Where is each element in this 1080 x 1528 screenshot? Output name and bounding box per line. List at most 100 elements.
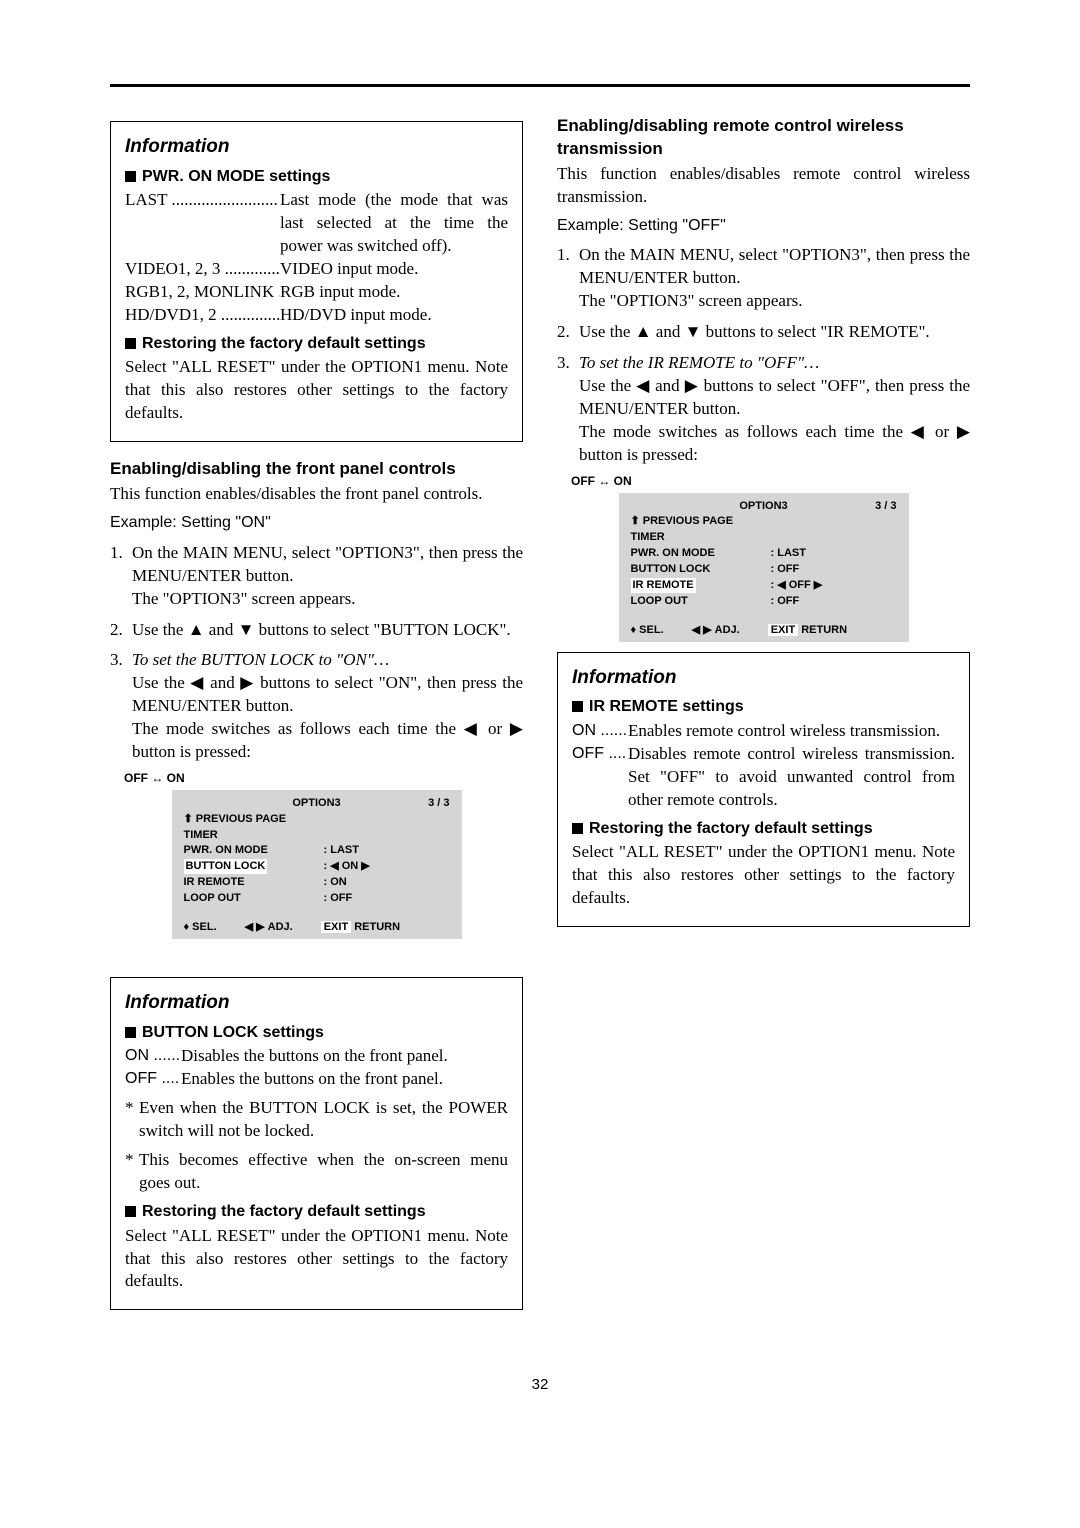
osd-prev: ⬆ PREVIOUS PAGE — [184, 811, 450, 827]
restore-body: Select "ALL RESET" under the OPTION1 men… — [572, 841, 955, 910]
step-body: Use the ▲ and ▼ buttons to select "IR RE… — [579, 321, 970, 344]
step: To set the BUTTON LOCK to "ON"… Use the … — [110, 649, 523, 764]
off-def: Disables remote control wireless transmi… — [628, 743, 955, 812]
osd-screen-button-lock: OPTION3 3 / 3 ⬆ PREVIOUS PAGE TIMER PWR.… — [172, 790, 462, 939]
step-italic: To set the IR REMOTE to "OFF"… — [579, 353, 819, 372]
step: On the MAIN MENU, select "OPTION3", then… — [557, 244, 970, 313]
left-column: Information PWR. ON MODE settings LAST .… — [110, 115, 523, 1310]
off-def: Enables the buttons on the front panel. — [181, 1068, 508, 1091]
info-title: Information — [572, 665, 955, 691]
info-title: Information — [125, 990, 508, 1016]
osd-row: TIMER — [184, 827, 450, 843]
page-top-rule — [110, 84, 970, 87]
step: Use the ▲ and ▼ buttons to select "BUTTO… — [110, 619, 523, 642]
updown-icon: ♦ — [631, 624, 640, 636]
exit-icon: EXIT — [768, 624, 798, 636]
osd-title: OPTION3 3 / 3 — [184, 796, 450, 811]
osd-row: PWR. ON MODE: LAST — [184, 843, 450, 859]
step-body: On the MAIN MENU, select "OPTION3", then… — [579, 244, 970, 313]
restore-body: Select "ALL RESET" under the OPTION1 men… — [125, 356, 508, 425]
osd-sel-hint: ♦ SEL. — [184, 920, 217, 935]
step-body: On the MAIN MENU, select "OPTION3", then… — [132, 542, 523, 611]
osd-page: 3 / 3 — [428, 796, 449, 811]
example-label: Example: Setting "ON" — [110, 512, 523, 534]
toggle-note: OFF ↔ ON — [571, 473, 970, 489]
asterisk-icon: * — [125, 1149, 139, 1195]
updown-icon: ♦ — [184, 921, 193, 933]
osd-row: IR REMOTE: ON — [184, 875, 450, 891]
osd-row: TIMER — [631, 530, 897, 546]
pwr-def: VIDEO input mode. — [280, 258, 508, 281]
off-row: OFF .... Disables remote control wireles… — [572, 743, 955, 812]
osd-selected: BUTTON LOCK — [184, 859, 268, 874]
step-line: Use the ◀ and ▶ buttons to select "ON", … — [132, 673, 523, 715]
off-row: OFF .... Enables the buttons on the fron… — [125, 1068, 508, 1091]
pwr-term: LAST ......................... — [125, 189, 280, 258]
osd-title: OPTION3 3 / 3 — [631, 499, 897, 514]
ir-head: IR REMOTE settings — [572, 696, 955, 718]
up-icon: ⬆ — [184, 812, 196, 827]
pwr-term: HD/DVD1, 2 ............... — [125, 304, 280, 327]
osd-screen-ir-remote: OPTION3 3 / 3 ⬆ PREVIOUS PAGE TIMER PWR.… — [619, 493, 909, 642]
step: To set the IR REMOTE to "OFF"… Use the ◀… — [557, 352, 970, 467]
leftright-icon: ◀ ▶ — [245, 921, 268, 933]
osd-row: IR REMOTE: ◀ OFF ▶ — [631, 577, 897, 593]
step: On the MAIN MENU, select "OPTION3", then… — [110, 542, 523, 611]
pwr-on-head: PWR. ON MODE settings — [125, 166, 508, 188]
step-line: Use the ◀ and ▶ buttons to select "OFF",… — [579, 376, 970, 418]
up-icon: ⬆ — [631, 514, 643, 529]
steps-list: On the MAIN MENU, select "OPTION3", then… — [557, 244, 970, 466]
restore-head: Restoring the factory default settings — [125, 1201, 508, 1223]
page-number: 32 — [110, 1376, 970, 1393]
info-box-pwr: Information PWR. ON MODE settings LAST .… — [110, 121, 523, 442]
step-body: Use the ▲ and ▼ buttons to select "BUTTO… — [132, 619, 523, 642]
example-label: Example: Setting "OFF" — [557, 215, 970, 237]
step-line: The mode switches as follows each time t… — [579, 422, 970, 464]
osd-title-text: OPTION3 — [739, 500, 787, 512]
osd-row: LOOP OUT: OFF — [631, 593, 897, 609]
osd-footer: ♦ SEL. ◀ ▶ ADJ. EXIT RETURN — [631, 623, 897, 638]
right-column: Enabling/disabling remote control wirele… — [557, 115, 970, 1310]
bl-head: BUTTON LOCK settings — [125, 1022, 508, 1044]
pwr-term: VIDEO1, 2, 3 ............. — [125, 258, 280, 281]
pwr-row: LAST ......................... Last mode… — [125, 189, 508, 258]
on-def: Enables remote control wireless transmis… — [628, 720, 955, 743]
osd-row: PWR. ON MODE: LAST — [631, 546, 897, 562]
section-body: This function enables/disables the front… — [110, 483, 523, 506]
step-body: To set the BUTTON LOCK to "ON"… Use the … — [132, 649, 523, 764]
pwr-def: Last mode (the mode that was last select… — [280, 189, 508, 258]
step-italic: To set the BUTTON LOCK to "ON"… — [132, 650, 389, 669]
osd-adj-hint: ◀ ▶ ADJ. — [692, 623, 740, 638]
info-title: Information — [125, 134, 508, 160]
pwr-def: RGB input mode. — [280, 281, 508, 304]
step-line: The mode switches as follows each time t… — [132, 719, 523, 761]
on-row: ON ...... Enables remote control wireles… — [572, 720, 955, 743]
step-body: To set the IR REMOTE to "OFF"… Use the ◀… — [579, 352, 970, 467]
on-label: ON ...... — [125, 1045, 181, 1068]
osd-row: BUTTON LOCK: ◀ ON ▶ — [184, 859, 450, 875]
osd-title-text: OPTION3 — [292, 797, 340, 809]
osd-footer: ♦ SEL. ◀ ▶ ADJ. EXIT RETURN — [184, 920, 450, 935]
pwr-row: HD/DVD1, 2 ............... HD/DVD input … — [125, 304, 508, 327]
on-label: ON ...... — [572, 720, 628, 743]
note: *This becomes effective when the on-scre… — [125, 1149, 508, 1195]
osd-row: LOOP OUT: OFF — [184, 890, 450, 906]
off-label: OFF .... — [125, 1068, 181, 1091]
restore-head: Restoring the factory default settings — [572, 818, 955, 840]
osd-sel-hint: ♦ SEL. — [631, 623, 664, 638]
osd-exit-hint: EXIT RETURN — [321, 920, 400, 935]
section-head: Enabling/disabling the front panel contr… — [110, 458, 523, 481]
info-box-button-lock: Information BUTTON LOCK settings ON ....… — [110, 977, 523, 1310]
restore-body: Select "ALL RESET" under the OPTION1 men… — [125, 1225, 508, 1294]
leftright-icon: ◀ ▶ — [692, 624, 715, 636]
section-head: Enabling/disabling remote control wirele… — [557, 115, 970, 161]
off-label: OFF .... — [572, 743, 628, 812]
osd-page: 3 / 3 — [875, 499, 896, 514]
two-column-layout: Information PWR. ON MODE settings LAST .… — [110, 115, 970, 1310]
osd-adj-hint: ◀ ▶ ADJ. — [245, 920, 293, 935]
pwr-list: LAST ......................... Last mode… — [125, 189, 508, 327]
steps-list: On the MAIN MENU, select "OPTION3", then… — [110, 542, 523, 764]
osd-selected: IR REMOTE — [631, 578, 696, 593]
info-box-ir-remote: Information IR REMOTE settings ON ......… — [557, 652, 970, 927]
pwr-term: RGB1, 2, MONLINK .. — [125, 281, 280, 304]
